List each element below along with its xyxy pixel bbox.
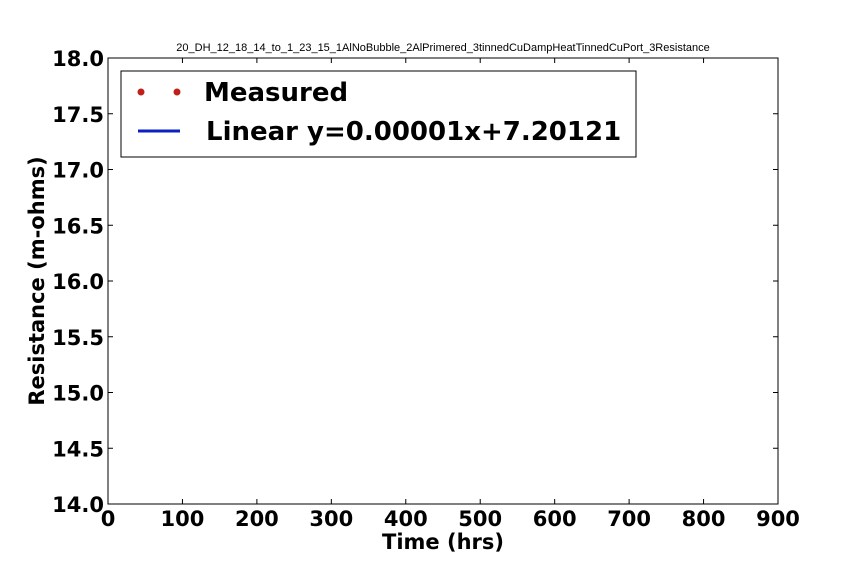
chart-title: 20_DH_12_18_14_to_1_23_15_1AlNoBubble_2A… xyxy=(176,42,709,54)
legend-measured-label: Measured xyxy=(204,78,348,108)
legend-measured-marker xyxy=(137,88,145,96)
x-axis-ticks: 0 100 200 300 400 500 600 700 800 900 xyxy=(101,58,800,531)
legend: Measured Linear y=0.00001x+7.20121 xyxy=(120,70,637,158)
x-tick-label: 500 xyxy=(458,507,502,531)
y-tick-label: 15.5 xyxy=(52,326,104,350)
legend-linear-label: Linear y=0.00001x+7.20121 xyxy=(206,117,621,147)
x-tick-label: 400 xyxy=(384,507,428,531)
y-tick-label: 17.5 xyxy=(52,103,104,127)
x-tick-label: 0 xyxy=(101,507,116,531)
y-tick-label: 14.5 xyxy=(52,437,104,461)
y-axis-ticks: 14.0 14.5 15.0 15.5 16.0 16.5 17.0 17.5 18.0 xyxy=(52,47,778,517)
x-tick-label: 600 xyxy=(533,507,577,531)
y-axis-label: Resistance (m-ohms) xyxy=(25,156,49,405)
x-tick-label: 900 xyxy=(756,507,800,531)
y-tick-label: 14.0 xyxy=(52,493,104,517)
x-tick-label: 700 xyxy=(607,507,651,531)
x-axis-label: Time (hrs) xyxy=(382,530,504,554)
y-tick-label: 16.0 xyxy=(52,270,104,294)
x-tick-label: 800 xyxy=(682,507,726,531)
x-tick-label: 100 xyxy=(161,507,205,531)
y-tick-label: 16.5 xyxy=(52,214,104,238)
y-tick-label: 18.0 xyxy=(52,47,104,71)
y-tick-label: 17.0 xyxy=(52,159,104,183)
x-tick-label: 300 xyxy=(309,507,353,531)
legend-box xyxy=(120,70,637,158)
y-tick-label: 15.0 xyxy=(52,382,104,406)
legend-measured-marker xyxy=(173,88,181,96)
x-tick-label: 200 xyxy=(235,507,279,531)
